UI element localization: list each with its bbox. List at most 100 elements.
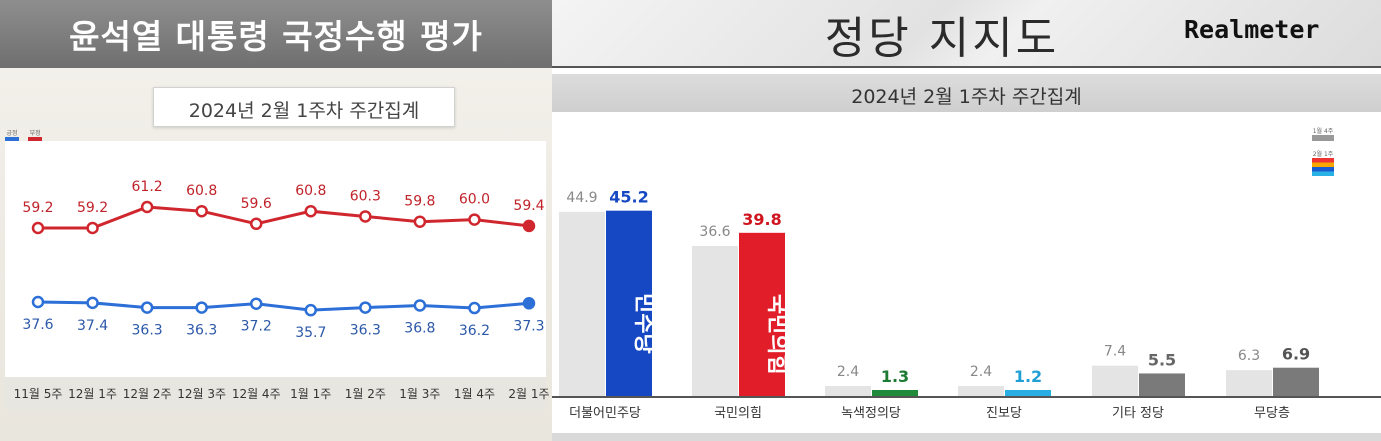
series-line-positive bbox=[37, 300, 530, 312]
approval-line-chart: 59.2 59.2 61.2 60.8 59.6 60.8 60.3 59.8 60.0 59.4… bbox=[22, 179, 544, 341]
data-label: 59.6 bbox=[241, 196, 272, 212]
approval-plot-area bbox=[5, 141, 546, 377]
party-name-label: 기타 정당 bbox=[1112, 406, 1164, 421]
data-label: 60.8 bbox=[186, 183, 217, 199]
x-tick-label: 12월 2주 bbox=[122, 387, 172, 401]
data-point bbox=[249, 297, 263, 310]
approval-legend: 긍정 부정 bbox=[5, 120, 46, 141]
bar-current-value: 45.2 bbox=[609, 188, 648, 207]
x-tick-label: 1월 3주 bbox=[399, 387, 441, 401]
data-label: 36.2 bbox=[459, 323, 490, 339]
bar-prev-value: 2.4 bbox=[837, 364, 859, 380]
data-point bbox=[359, 301, 372, 314]
bar-current-value: 39.8 bbox=[742, 210, 781, 229]
bar-current-week bbox=[606, 210, 652, 396]
x-tick-label: 2월 1주 bbox=[508, 387, 550, 401]
approval-x-axis: 11월 5주 12월 1주 12월 2주 12월 3주 12월 4주 1월 1주 1월 2주… bbox=[5, 377, 550, 409]
bar-prev-week bbox=[559, 211, 605, 396]
bar-current-week bbox=[1005, 390, 1051, 396]
x-tick-label: 1월 4주 bbox=[453, 387, 496, 401]
bar-prev-week bbox=[825, 386, 871, 396]
data-label: 35.7 bbox=[295, 325, 326, 341]
data-label: 37.2 bbox=[241, 319, 272, 335]
x-tick-label: 1월 1주 bbox=[290, 387, 332, 401]
data-point bbox=[304, 204, 318, 218]
bar-prev-week bbox=[958, 386, 1004, 396]
data-label: 59.4 bbox=[513, 198, 544, 214]
bar-current-week bbox=[739, 232, 785, 396]
bar-current-value: 6.9 bbox=[1282, 345, 1310, 364]
bar-current-value: 1.2 bbox=[1014, 367, 1042, 386]
x-tick-label: 12월 4주 bbox=[231, 387, 281, 401]
bar-prev-value: 36.6 bbox=[699, 224, 730, 240]
data-point bbox=[249, 217, 263, 231]
legend-prev-week: 1월 4주 bbox=[1312, 128, 1334, 141]
data-point bbox=[140, 200, 154, 214]
data-label: 37.3 bbox=[513, 318, 544, 334]
party-name-label: 국민의힘 bbox=[714, 406, 762, 421]
legend-current-week: 2월 1주 bbox=[1312, 151, 1334, 176]
bar-baseline bbox=[552, 396, 1381, 398]
data-label: 61.2 bbox=[132, 179, 163, 195]
data-point bbox=[468, 213, 481, 226]
data-label: 60.3 bbox=[350, 188, 381, 204]
party-name-label: 녹색정의당 bbox=[841, 406, 901, 421]
data-point bbox=[140, 301, 154, 314]
bar-prev-value: 44.9 bbox=[566, 190, 597, 206]
legend-negative-swatch bbox=[28, 137, 43, 141]
data-point bbox=[31, 295, 45, 309]
bar-current-week bbox=[872, 390, 918, 396]
data-label: 37.4 bbox=[77, 318, 108, 334]
bar-prev-week bbox=[1226, 370, 1272, 396]
legend-current-week-swatch bbox=[1312, 158, 1334, 176]
bottom-strip bbox=[552, 433, 1381, 441]
data-label: 37.6 bbox=[22, 317, 53, 333]
bar-prev-week bbox=[692, 245, 738, 396]
party-name-label: 무당층 bbox=[1254, 406, 1290, 421]
bar-prev-value: 2.4 bbox=[970, 364, 992, 380]
party-support-title: 정당 지지도 bbox=[824, 13, 1060, 64]
data-point bbox=[86, 221, 99, 235]
data-point bbox=[413, 299, 427, 312]
series-line-negative bbox=[38, 205, 530, 230]
data-label: 60.8 bbox=[295, 183, 326, 199]
data-label: 60.0 bbox=[459, 192, 490, 208]
party-support-panel: 정당 지지도 Realmeter 2024년 2월 1주차 주간집계 1월 4주… bbox=[552, 0, 1381, 441]
bar-prev-week bbox=[1092, 365, 1138, 396]
bar-prev-value: 6.3 bbox=[1238, 348, 1260, 364]
approval-subtitle-box: 2024년 2월 1주차 주간집계 bbox=[153, 87, 455, 127]
approval-subtitle: 2024년 2월 1주차 주간집계 bbox=[188, 100, 420, 122]
data-label: 36.3 bbox=[132, 323, 163, 339]
party-logo-text: 국민의힘 bbox=[764, 294, 789, 375]
bar-current-value: 5.5 bbox=[1148, 350, 1176, 369]
approval-panel: 윤석열 대통령 국정수행 평가 2024년 2월 1주차 주간집계 긍정 부정 … bbox=[0, 0, 552, 441]
legend-positive-label: 긍정 bbox=[6, 130, 18, 137]
data-point bbox=[468, 301, 481, 315]
party-name-label: 진보당 bbox=[986, 406, 1022, 421]
data-label: 59.2 bbox=[22, 200, 53, 216]
legend-positive: 긍정 bbox=[5, 130, 19, 141]
bar-current-week bbox=[1139, 373, 1185, 396]
x-tick-label: 12월 3주 bbox=[177, 387, 227, 401]
party-name-label: 더불어민주당 bbox=[569, 406, 641, 421]
data-point bbox=[31, 221, 45, 235]
x-tick-label: 12월 1주 bbox=[68, 387, 117, 401]
data-label: 36.8 bbox=[404, 320, 435, 336]
data-point bbox=[522, 219, 536, 233]
legend-positive-swatch bbox=[5, 137, 19, 141]
data-point bbox=[413, 215, 427, 228]
bar-current-value: 1.3 bbox=[881, 367, 909, 386]
data-point bbox=[86, 296, 99, 310]
party-support-bar-chart: 44.9 45.2 민주당 36.6 39.8 국민의힘 2.4 1.3 2.4 1.2 7.4 5.… bbox=[559, 188, 1319, 396]
party-support-header: 정당 지지도 Realmeter bbox=[552, 0, 1381, 68]
bar-prev-value: 7.4 bbox=[1104, 344, 1126, 360]
data-point bbox=[195, 301, 208, 314]
data-label: 59.8 bbox=[404, 194, 435, 210]
x-tick-label: 11월 5주 bbox=[13, 387, 63, 401]
approval-header: 윤석열 대통령 국정수행 평가 bbox=[0, 0, 552, 68]
legend-negative-label: 부정 bbox=[29, 130, 41, 137]
bar-current-week bbox=[1273, 367, 1319, 396]
party-support-legend: 1월 4주 2월 1주 bbox=[1312, 118, 1381, 176]
data-point bbox=[359, 210, 372, 223]
data-point bbox=[304, 303, 318, 317]
